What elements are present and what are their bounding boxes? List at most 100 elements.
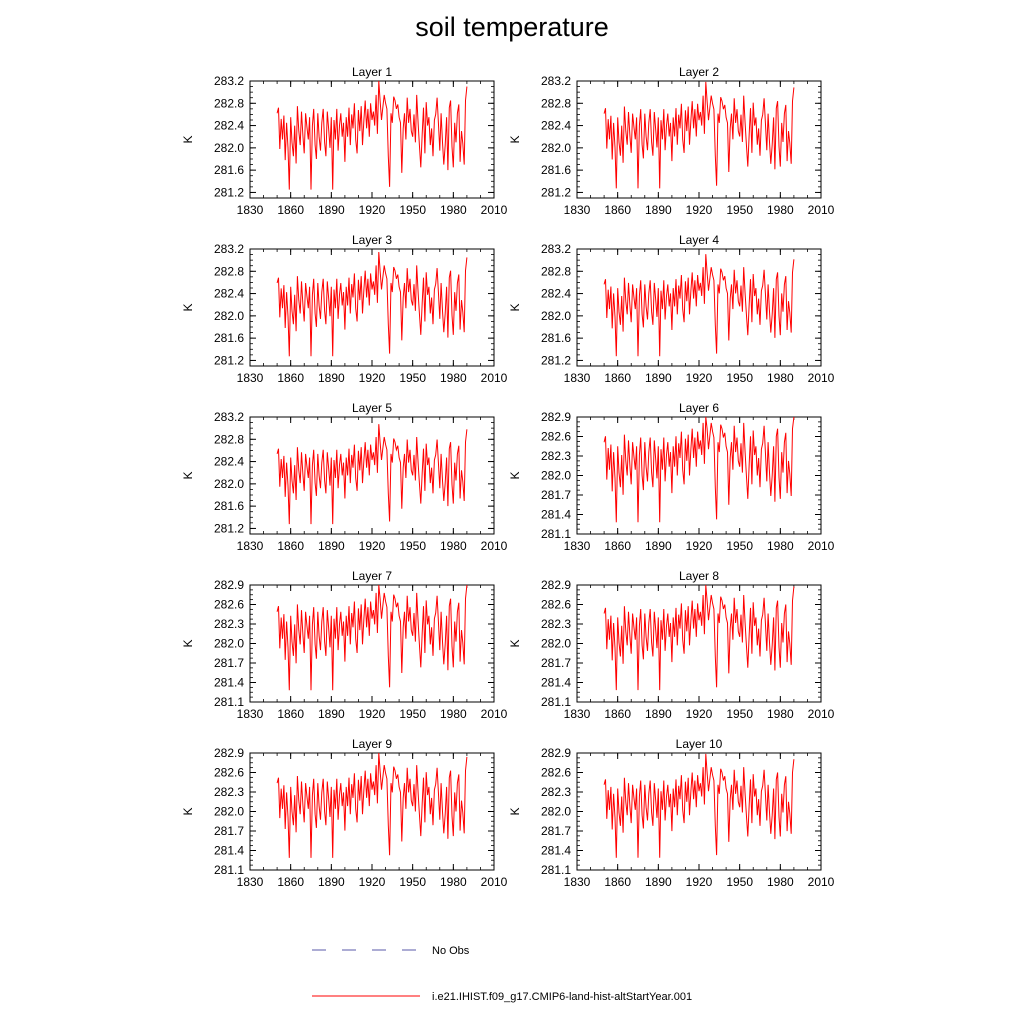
- layer-1-title: Layer 1: [352, 65, 392, 79]
- layer-8-title: Layer 8: [679, 569, 719, 583]
- layer-10-xtick-label: 1860: [604, 875, 631, 889]
- layer-4-frame: [576, 248, 822, 367]
- layer-3-ytick-label: 282.8: [214, 264, 244, 278]
- layer-9-xtick-label: 1920: [359, 875, 386, 889]
- legend-no-obs-label: No Obs: [432, 945, 470, 957]
- layer-7-ytick-label: 282.9: [214, 578, 244, 592]
- layer-8-ytick-label: 282.6: [541, 598, 571, 612]
- layer-7-series-line: [276, 584, 468, 691]
- layer-7-xtick-label: 2010: [481, 707, 508, 721]
- layer-7-ytick-label: 281.7: [214, 656, 244, 670]
- layer-4-xtick-label: 1950: [726, 371, 753, 385]
- layer-2-ytick-label: 282.0: [541, 141, 571, 155]
- page-title: soil temperature: [415, 12, 609, 42]
- layer-5-xtick-label: 1920: [359, 539, 386, 553]
- layer-5-ytick-label: 283.2: [214, 410, 244, 424]
- layer-7-xtick-label: 1920: [359, 707, 386, 721]
- layer-6-frame: [576, 416, 822, 535]
- layer-7-xtick-label: 1980: [440, 707, 467, 721]
- layer-1-ytick-label: 281.2: [214, 185, 244, 199]
- layer-3-xtick-label: 1950: [399, 371, 426, 385]
- layer-7-ytick-label: 282.0: [214, 637, 244, 651]
- layer-1-xtick-label: 1980: [440, 203, 467, 217]
- layer-7-ytick-label: 282.3: [214, 617, 244, 631]
- layer-8-ytick-label: 281.7: [541, 656, 571, 670]
- layer-4-ytick-label: 282.4: [541, 287, 571, 301]
- layer-9-xtick-label: 1950: [399, 875, 426, 889]
- layer-2-xtick-label: 1950: [726, 203, 753, 217]
- layer-5-xtick-label: 1950: [399, 539, 426, 553]
- layer-2-xtick-label: 1920: [686, 203, 713, 217]
- layer-9-ylabel: K: [181, 807, 195, 815]
- layer-6-ytick-label: 282.3: [541, 449, 571, 463]
- layer-4-ytick-label: 281.2: [541, 353, 571, 367]
- layer-5-frame: [249, 416, 495, 535]
- layer-1-ytick-label: 281.6: [214, 163, 244, 177]
- layer-3-xtick-label: 1860: [277, 371, 304, 385]
- layer-5-ylabel: K: [181, 471, 195, 479]
- layer-6-xtick-label: 1980: [767, 539, 794, 553]
- layer-1-xtick-label: 1920: [359, 203, 386, 217]
- layer-9-ytick-label: 282.6: [214, 766, 244, 780]
- layer-9-xtick-label: 1860: [277, 875, 304, 889]
- layer-8-series-line: [603, 584, 795, 691]
- layer-2-xtick-label: 1860: [604, 203, 631, 217]
- layer-3-title: Layer 3: [352, 233, 392, 247]
- layer-10-xtick-label: 1890: [645, 875, 672, 889]
- layer-5-series-line: [276, 424, 468, 525]
- layer-4-xtick-label: 1860: [604, 371, 631, 385]
- layer-7-ytick-label: 282.6: [214, 598, 244, 612]
- layer-6-ytick-label: 281.7: [541, 488, 571, 502]
- layer-6-xtick-label: 1890: [645, 539, 672, 553]
- layer-1-ylabel: K: [181, 135, 195, 143]
- layer-2-xtick-label: 2010: [808, 203, 835, 217]
- layer-8-xtick-label: 1830: [564, 707, 591, 721]
- layer-2-xtick-label: 1980: [767, 203, 794, 217]
- layer-4-title: Layer 4: [679, 233, 719, 247]
- layer-2-title: Layer 2: [679, 65, 719, 79]
- layer-8-xtick-label: 1890: [645, 707, 672, 721]
- layer-9-xtick-label: 1980: [440, 875, 467, 889]
- layer-10-xtick-label: 1830: [564, 875, 591, 889]
- layer-2-frame: [576, 80, 822, 199]
- layer-9-ytick-label: 282.3: [214, 785, 244, 799]
- layer-1-xtick-label: 1860: [277, 203, 304, 217]
- layer-10-ytick-label: 281.1: [541, 863, 571, 877]
- layer-4-xtick-label: 1890: [645, 371, 672, 385]
- layer-10-xtick-label: 1980: [767, 875, 794, 889]
- layer-5-ytick-label: 281.2: [214, 521, 244, 535]
- layer-5-xtick-label: 1980: [440, 539, 467, 553]
- layer-10-xtick-label: 1920: [686, 875, 713, 889]
- layer-1-ytick-label: 282.8: [214, 96, 244, 110]
- layer-2-ytick-label: 281.2: [541, 185, 571, 199]
- layer-2-xtick-label: 1830: [564, 203, 591, 217]
- layer-3-ytick-label: 281.6: [214, 331, 244, 345]
- layer-3-series-line: [276, 251, 468, 357]
- layer-8-ytick-label: 281.4: [541, 676, 571, 690]
- layer-4-xtick-label: 1980: [767, 371, 794, 385]
- layer-7-frame: [249, 584, 495, 703]
- layer-7-ylabel: K: [181, 639, 195, 647]
- layer-8-ytick-label: 282.0: [541, 637, 571, 651]
- layer-8-ytick-label: 281.1: [541, 695, 571, 709]
- layer-6-series-line: [603, 416, 795, 523]
- layer-3-xtick-label: 1890: [318, 371, 345, 385]
- layer-8-xtick-label: 1920: [686, 707, 713, 721]
- layer-10-ytick-label: 281.4: [541, 844, 571, 858]
- layer-10-frame: [576, 752, 822, 871]
- layer-7-xtick-label: 1860: [277, 707, 304, 721]
- layer-10-series-line: [603, 753, 795, 858]
- layer-5-xtick-label: 2010: [481, 539, 508, 553]
- layer-10-ytick-label: 281.7: [541, 824, 571, 838]
- layer-8-ytick-label: 282.9: [541, 578, 571, 592]
- layer-5-ytick-label: 282.0: [214, 477, 244, 491]
- layer-1-xtick-label: 1950: [399, 203, 426, 217]
- layer-6-ytick-label: 281.1: [541, 527, 571, 541]
- layer-8-xtick-label: 2010: [808, 707, 835, 721]
- layer-9-title: Layer 9: [352, 737, 392, 751]
- layer-3-ylabel: K: [181, 303, 195, 311]
- layer-9-ytick-label: 282.0: [214, 805, 244, 819]
- layer-2-ylabel: K: [508, 135, 522, 143]
- layer-6-xtick-label: 1830: [564, 539, 591, 553]
